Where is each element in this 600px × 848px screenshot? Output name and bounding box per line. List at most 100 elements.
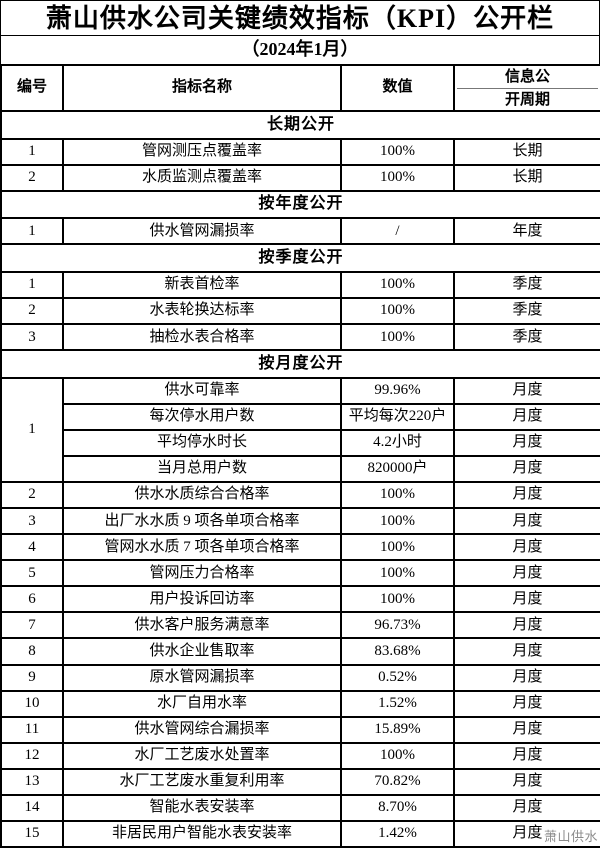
row-no-cell: 10	[0, 689, 64, 718]
value-cell: /	[340, 217, 455, 246]
table-row: 4 管网水水质 7 项各单项合格率 100% 月度	[0, 533, 600, 562]
row-no-cell: 8	[0, 637, 64, 666]
row-no-cell: 9	[0, 663, 64, 692]
row-no-cell: 5	[0, 559, 64, 588]
period-cell: 月度	[453, 559, 600, 588]
period-cell: 月度	[453, 585, 600, 614]
table-row: 9 原水管网漏损率 0.52% 月度	[0, 663, 600, 692]
value-cell: 100%	[340, 297, 455, 326]
row-no-cell: 11	[0, 715, 64, 744]
period-cell: 月度	[453, 428, 600, 458]
row-no-cell: 1	[0, 376, 64, 484]
value-cell: 99.96%	[340, 376, 455, 405]
indicator-name-cell: 管网测压点覆盖率	[62, 137, 342, 166]
table-row: 13 水厂工艺废水重复利用率 70.82% 月度	[0, 767, 600, 796]
section-row-longterm: 长期公开	[0, 110, 600, 140]
indicator-name-cell: 水质监测点覆盖率	[62, 163, 342, 192]
value-cell: 100%	[340, 323, 455, 352]
table-row: 2 供水水质综合合格率 100% 月度	[0, 481, 600, 510]
value-cell: 100%	[340, 559, 455, 588]
indicator-name-cell: 平均停水时长	[62, 428, 342, 458]
row-no-cell: 13	[0, 767, 64, 796]
table-row: 5 管网压力合格率 100% 月度	[0, 559, 600, 588]
table-row: 7 供水客户服务满意率 96.73% 月度	[0, 611, 600, 640]
period-cell: 月度	[453, 819, 600, 848]
table-row: 1 供水管网漏损率 / 年度	[0, 217, 600, 246]
period-cell: 长期	[453, 137, 600, 166]
table-row: 11 供水管网综合漏损率 15.89% 月度	[0, 715, 600, 744]
section-label: 按季度公开	[0, 243, 600, 274]
table-row: 2 水表轮换达标率 100% 季度	[0, 297, 600, 326]
page-title: 萧山供水公司关键绩效指标（KPI）公开栏	[0, 0, 600, 36]
indicator-name-cell: 供水可靠率	[62, 376, 342, 405]
value-cell: 1.42%	[340, 819, 455, 848]
value-cell: 83.68%	[340, 637, 455, 666]
table-row: 3 出厂水水质 9 项各单项合格率 100% 月度	[0, 507, 600, 536]
value-cell: 100%	[340, 585, 455, 614]
period-cell: 月度	[453, 507, 600, 536]
indicator-name-cell: 水厂自用水率	[62, 689, 342, 718]
row-no-cell: 6	[0, 585, 64, 614]
value-cell: 820000户	[340, 454, 455, 484]
indicator-name-cell: 水表轮换达标率	[62, 297, 342, 326]
table-row: 8 供水企业售取率 83.68% 月度	[0, 637, 600, 666]
indicator-name-cell: 新表首检率	[62, 271, 342, 300]
indicator-name-cell: 供水管网漏损率	[62, 217, 342, 246]
period-cell: 月度	[453, 663, 600, 692]
period-cell: 月度	[453, 689, 600, 718]
kpi-table: 编号 指标名称 数值 信息公 开周期 长期公开 1 管网测压点覆盖率 100% …	[0, 64, 600, 848]
indicator-name-cell: 水厂工艺废水重复利用率	[62, 767, 342, 796]
indicator-name-cell: 水厂工艺废水处置率	[62, 741, 342, 770]
value-cell: 96.73%	[340, 611, 455, 640]
period-cell: 季度	[453, 271, 600, 300]
row-no-cell: 1	[0, 271, 64, 300]
indicator-name-cell: 供水管网综合漏损率	[62, 715, 342, 744]
table-row: 6 用户投诉回访率 100% 月度	[0, 585, 600, 614]
value-cell: 4.2小时	[340, 428, 455, 458]
value-cell: 平均每次220户	[340, 402, 455, 431]
table-row: 3 抽检水表合格率 100% 季度	[0, 323, 600, 352]
section-label: 按年度公开	[0, 189, 600, 220]
table-row: 15 非居民用户智能水表安装率 1.42% 月度	[0, 819, 600, 848]
indicator-name-cell: 出厂水水质 9 项各单项合格率	[62, 507, 342, 536]
row-no-cell: 2	[0, 163, 64, 192]
row-no-cell: 3	[0, 507, 64, 536]
period-cell: 月度	[453, 715, 600, 744]
value-cell: 100%	[340, 137, 455, 166]
period-cell: 长期	[453, 163, 600, 192]
row-no-cell: 7	[0, 611, 64, 640]
table-row: 2 水质监测点覆盖率 100% 长期	[0, 163, 600, 192]
indicator-name-cell: 供水企业售取率	[62, 637, 342, 666]
period-cell: 月度	[453, 481, 600, 510]
col-header-no: 编号	[0, 64, 64, 112]
table-row: 平均停水时长 4.2小时 月度	[1, 428, 600, 458]
indicator-name-cell: 当月总用户数	[62, 454, 342, 484]
col-header-name: 指标名称	[62, 64, 342, 112]
table-row: 1 新表首检率 100% 季度	[0, 271, 600, 300]
page-subtitle: （2024年1月）	[0, 36, 600, 64]
row-no-cell: 1	[0, 217, 64, 246]
row-no-cell: 2	[0, 481, 64, 510]
col-header-value: 数值	[340, 64, 455, 112]
indicator-name-cell: 供水客户服务满意率	[62, 611, 342, 640]
indicator-name-cell: 原水管网漏损率	[62, 663, 342, 692]
indicator-name-cell: 每次停水用户数	[62, 402, 342, 431]
row-no-cell: 15	[0, 819, 64, 848]
period-cell: 月度	[453, 454, 600, 484]
table-row: 14 智能水表安装率 8.70% 月度	[0, 793, 600, 822]
row-no-cell: 4	[0, 533, 64, 562]
period-cell: 月度	[453, 611, 600, 640]
section-row-quarterly: 按季度公开	[0, 243, 600, 274]
table-row: 每次停水用户数 平均每次220户 月度	[1, 402, 600, 431]
value-cell: 100%	[340, 741, 455, 770]
col-header-period-line1: 信息公	[504, 69, 550, 85]
table-header-row: 编号 指标名称 数值 信息公 开周期	[0, 64, 600, 112]
value-cell: 1.52%	[340, 689, 455, 718]
indicator-name-cell: 非居民用户智能水表安装率	[62, 819, 342, 848]
table-row: 12 水厂工艺废水处置率 100% 月度	[0, 741, 600, 770]
table-row: 10 水厂自用水率 1.52% 月度	[0, 689, 600, 718]
period-cell: 年度	[453, 217, 600, 246]
indicator-name-cell: 供水水质综合合格率	[62, 481, 342, 510]
row-no-cell: 14	[0, 793, 64, 822]
